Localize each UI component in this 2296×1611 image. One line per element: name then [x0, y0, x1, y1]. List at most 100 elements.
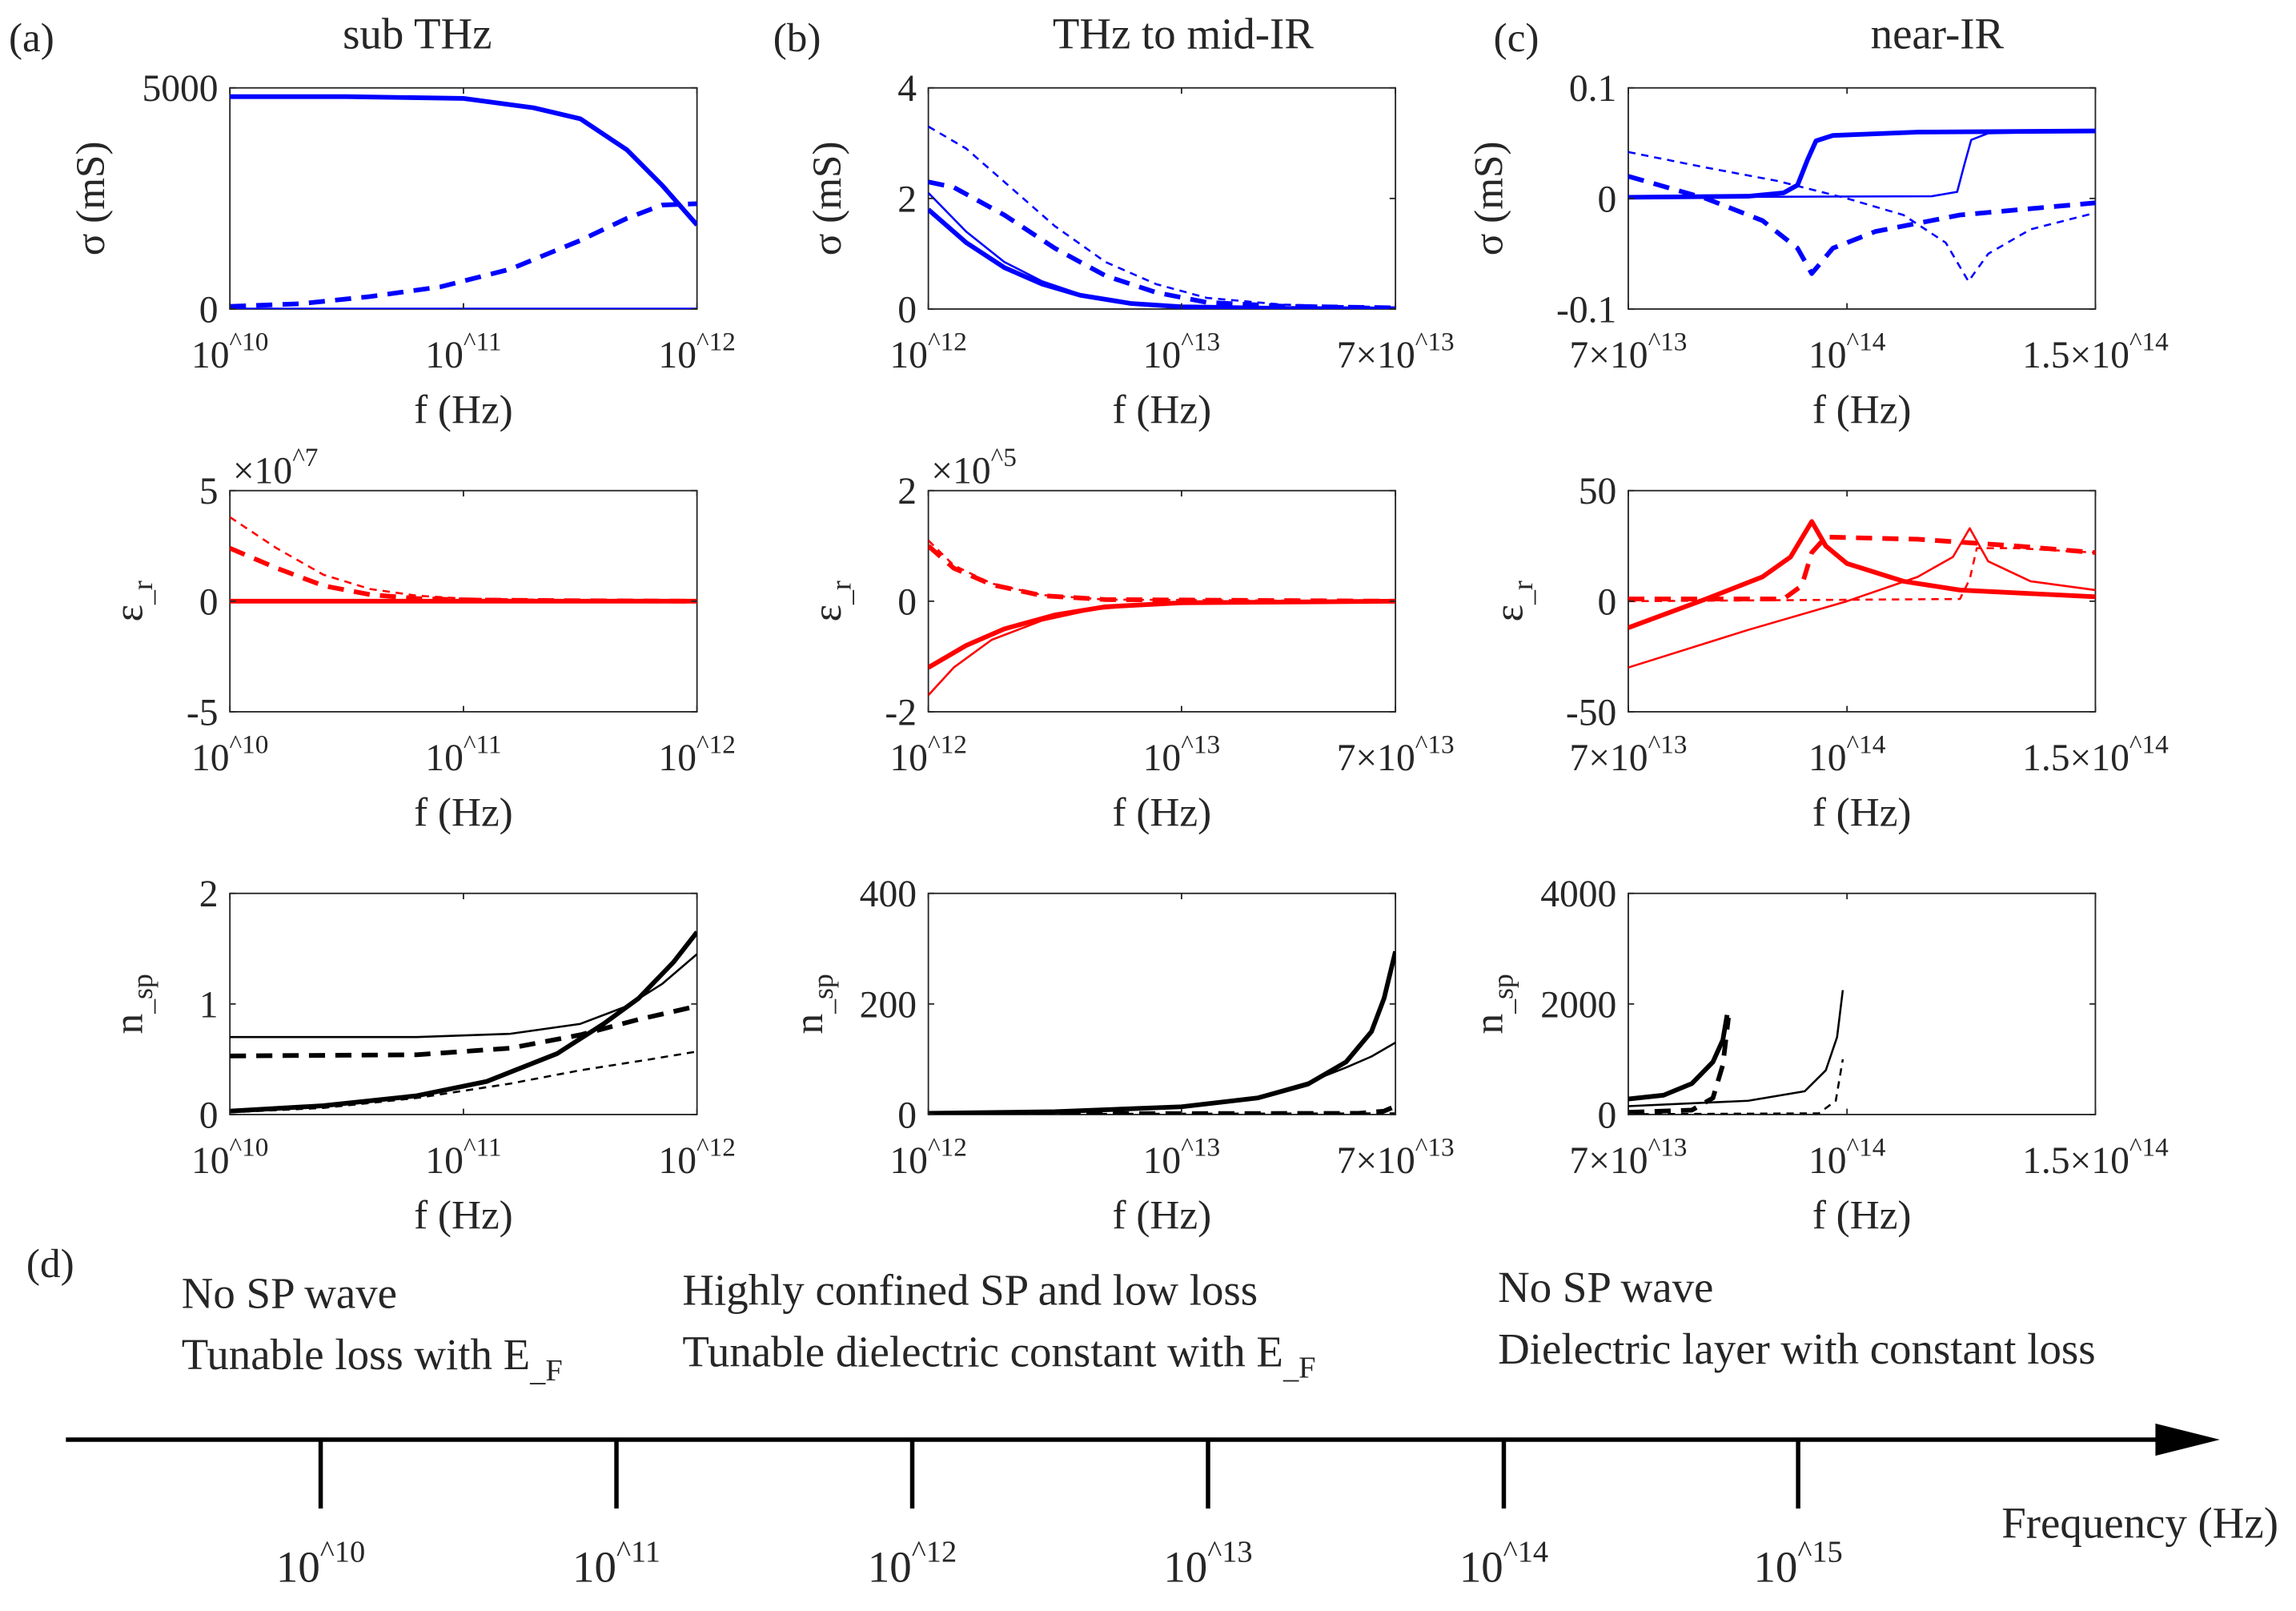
plot-frame	[927, 86, 1397, 310]
series-thin-dashed	[1628, 151, 2096, 283]
x-tick-label: 10^12	[658, 327, 735, 376]
y-tick-label: 0	[199, 581, 219, 623]
y-tick-label: 400	[860, 874, 917, 915]
timeline-tick-label: 10^12	[868, 1536, 957, 1592]
plot-frame	[927, 892, 1397, 1115]
column-title-near-ir: near-IR	[1871, 9, 2005, 58]
region-1-line-1: No SP wave	[182, 1268, 397, 1317]
panel-label-b: (b)	[773, 15, 821, 61]
y-tick-label: 0	[199, 1095, 219, 1136]
x-axis-label: f (Hz)	[1812, 790, 1912, 836]
series-thick-dashed	[230, 545, 697, 604]
series-thick-dashed	[1628, 534, 2096, 602]
region-2-line-1: Highly confined SP and low loss	[682, 1266, 1258, 1315]
x-tick-label: 10^13	[1143, 1133, 1220, 1182]
x-tick-label: 10^13	[1143, 327, 1220, 376]
series-thin-dashed	[230, 516, 697, 602]
y-tick-label: 2	[897, 471, 917, 512]
column-title-thz-mid-ir: THz to mid-IR	[1053, 9, 1314, 58]
x-tick-label: 10^10	[191, 730, 268, 779]
series-thick-solid	[230, 930, 697, 1114]
series-thick-solid	[928, 207, 1396, 309]
region-2-line-2: Tunable dielectric constant with E_F	[682, 1328, 1315, 1385]
x-tick-label: 1.5×10^14	[2022, 1133, 2169, 1182]
timeline-axis-label: Frequency (Hz)	[2001, 1499, 2278, 1548]
y-tick-label: 1	[199, 984, 219, 1026]
series-thin-solid	[1628, 527, 2096, 669]
x-tick-label: 7×10^13	[1337, 327, 1455, 376]
y-axis-label: ε_r	[805, 581, 857, 621]
series-thick-solid	[928, 598, 1396, 670]
series-thin-solid	[928, 192, 1396, 309]
y-axis-label: ε_r	[106, 581, 159, 621]
x-tick-label: 7×10^13	[1337, 730, 1455, 779]
region-1-line-2: Tunable loss with E_F	[182, 1330, 563, 1388]
series-thick-dashed	[1628, 1017, 1731, 1115]
y-axis-label: σ (mS)	[1467, 141, 1512, 255]
series-thick-solid	[928, 950, 1396, 1115]
timeline-tick-label: 10^14	[1459, 1536, 1548, 1592]
plot-frame	[1628, 892, 2097, 1115]
x-tick-label: 7×10^13	[1337, 1133, 1455, 1182]
y-tick-label: 0	[1598, 179, 1617, 220]
plot-c-nsp: 7×10^13 10^14 1.5×10^14 0 2000 4000 f (Hz) n_sp	[1467, 874, 2169, 1238]
timeline-tick-label: 10^10	[276, 1536, 365, 1592]
timeline-arrowhead	[2155, 1423, 2220, 1456]
series-thin-dashed	[928, 1112, 1396, 1115]
y-axis-label: ε_r	[1486, 581, 1539, 621]
x-tick-label: 10^11	[425, 1133, 501, 1182]
x-tick-label: 10^13	[1143, 730, 1220, 779]
x-tick-label: 10^14	[1808, 730, 1886, 779]
x-tick-label: 7×10^13	[1569, 327, 1687, 376]
series-thick-solid	[1628, 1014, 1730, 1102]
y-axis-multiplier: ×10^7	[233, 443, 319, 492]
y-tick-label: 0	[1598, 1095, 1617, 1136]
y-tick-label: 0	[1598, 581, 1617, 623]
y-axis-label: σ (mS)	[805, 141, 850, 255]
x-tick-label: 10^12	[889, 730, 966, 779]
series-thick-dashed	[230, 201, 697, 309]
plot-frame	[229, 892, 698, 1115]
series-thin-dashed	[230, 1051, 697, 1114]
series-thin-solid	[230, 953, 697, 1039]
x-tick-label: 10^14	[1808, 1133, 1886, 1182]
series-thick-dashed	[928, 544, 1396, 604]
x-tick-label: 10^11	[425, 327, 501, 376]
plot-a-nsp: 10^10 10^11 10^12 0 1 2 f (Hz) n_sp	[106, 874, 735, 1238]
plot-c-eps: 7×10^13 10^14 1.5×10^14 -50 0 50 f (Hz) ε_r	[1486, 471, 2169, 835]
y-tick-label: 0	[199, 289, 219, 331]
timeline-tick-label: 10^15	[1753, 1536, 1842, 1592]
x-axis-label: f (Hz)	[1812, 1193, 1912, 1239]
plot-a-eps: 10^10 10^11 10^12 -5 0 5 f (Hz) ε_r ×10^7	[106, 443, 735, 835]
series-thick-dashed	[230, 1003, 697, 1059]
y-tick-label: -2	[885, 692, 917, 733]
x-tick-label: 10^11	[425, 730, 501, 779]
x-tick-label: 10^12	[889, 327, 966, 376]
x-axis-label: f (Hz)	[414, 1193, 513, 1239]
series-thin-dashed	[928, 125, 1396, 309]
plot-c-sigma: 7×10^13 10^14 1.5×10^14 -0.1 0 0.1 f (Hz) σ (mS…	[1467, 68, 2169, 432]
region-3-line-1: No SP wave	[1498, 1263, 1713, 1312]
y-axis-label: n_sp	[1467, 974, 1519, 1034]
series-thick-dashed	[1628, 174, 2096, 276]
y-tick-label: 5	[199, 471, 219, 512]
series-thin-solid	[928, 1042, 1396, 1115]
series-thin-solid	[1628, 990, 1844, 1107]
series-thick-dashed	[928, 179, 1396, 309]
x-axis-label: f (Hz)	[1113, 388, 1212, 433]
y-tick-label: 5000	[142, 68, 218, 110]
y-tick-label: 2	[897, 179, 917, 220]
column-title-sub-thz: sub THz	[343, 9, 492, 58]
series-thin-dashed	[1628, 547, 2096, 603]
x-axis-label: f (Hz)	[1113, 790, 1212, 836]
panel-label-d: (d)	[26, 1241, 74, 1287]
frequency-timeline: Frequency (Hz) No SP wave Tunable loss w…	[66, 1263, 2278, 1591]
y-tick-label: 0	[897, 289, 917, 331]
x-tick-label: 10^12	[889, 1133, 966, 1182]
plot-b-eps: 10^12 10^13 7×10^13 -2 0 2 f (Hz) ε_r ×10^5	[805, 443, 1455, 835]
x-tick-label: 10^12	[658, 1133, 735, 1182]
region-3-line-2: Dielectric layer with constant loss	[1498, 1324, 2095, 1373]
y-tick-label: 0.1	[1569, 68, 1616, 110]
x-axis-label: f (Hz)	[414, 388, 513, 433]
